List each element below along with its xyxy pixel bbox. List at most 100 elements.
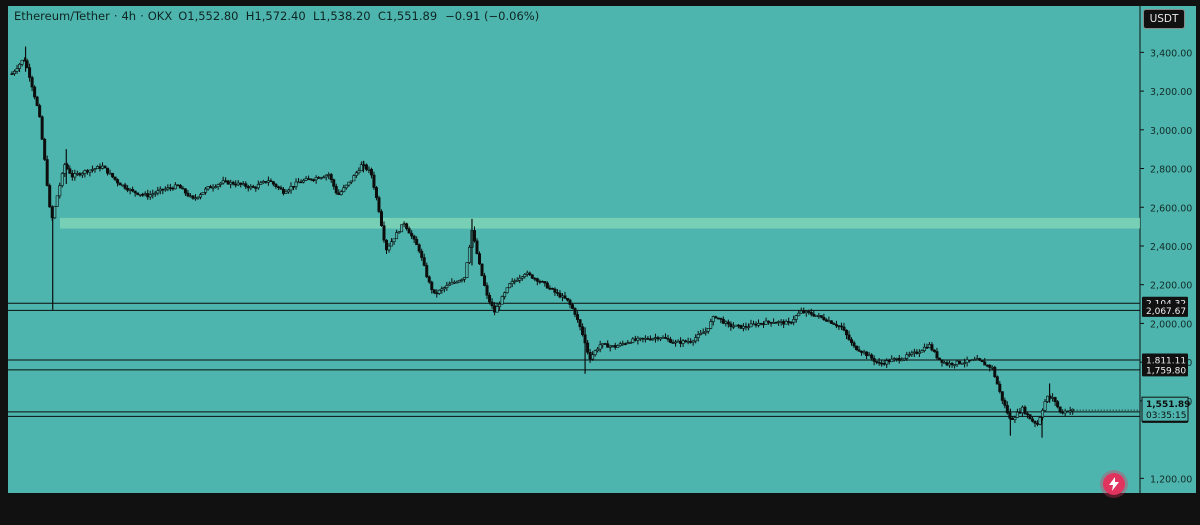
candle-down bbox=[729, 323, 733, 327]
candle-down bbox=[726, 321, 730, 325]
last-price-tag bbox=[1141, 396, 1189, 422]
candle-down bbox=[281, 188, 285, 194]
candle-down bbox=[877, 361, 881, 364]
candle-down bbox=[364, 164, 368, 170]
candle-down bbox=[45, 159, 49, 186]
candle-up bbox=[706, 328, 710, 332]
candle-down bbox=[767, 320, 771, 323]
candle-up bbox=[1071, 408, 1075, 411]
candle-down bbox=[141, 194, 145, 196]
candle-down bbox=[980, 360, 984, 363]
candle-up bbox=[965, 359, 969, 363]
candle-up bbox=[219, 182, 223, 185]
candle-up bbox=[294, 181, 298, 187]
candle-up bbox=[661, 337, 665, 339]
symbol-name[interactable]: Ethereum/Tether bbox=[14, 9, 110, 23]
candle-down bbox=[538, 280, 542, 283]
candle-down bbox=[837, 325, 841, 328]
candle-down bbox=[412, 235, 416, 240]
candle-down bbox=[116, 179, 120, 184]
candle-down bbox=[679, 340, 683, 344]
candle-down bbox=[493, 305, 497, 313]
candle-down bbox=[131, 189, 135, 192]
candle-up bbox=[73, 173, 77, 178]
candle-down bbox=[85, 170, 89, 173]
candle-up bbox=[779, 321, 783, 323]
candle-down bbox=[844, 329, 848, 336]
candle-up bbox=[792, 319, 796, 323]
candle-down bbox=[472, 230, 476, 242]
interval[interactable]: 4h bbox=[121, 9, 137, 23]
bottom-bar bbox=[0, 493, 1200, 525]
candle-down bbox=[545, 282, 549, 289]
candle-up bbox=[395, 232, 399, 240]
candle-up bbox=[402, 223, 406, 225]
candle-up bbox=[907, 354, 911, 356]
candle-up bbox=[827, 320, 831, 323]
candle-down bbox=[271, 181, 275, 185]
candle-up bbox=[60, 173, 64, 186]
candle-down bbox=[613, 345, 617, 348]
level-price-tag bbox=[1142, 303, 1188, 317]
candle-up bbox=[784, 321, 788, 325]
candle-down bbox=[1005, 405, 1009, 414]
candle-up bbox=[741, 326, 745, 329]
candle-up bbox=[772, 322, 776, 324]
candle-up bbox=[505, 287, 509, 294]
candle-up bbox=[20, 59, 24, 65]
candle-up bbox=[80, 173, 84, 176]
candle-up bbox=[674, 341, 678, 344]
candle-down bbox=[945, 362, 949, 366]
candle-down bbox=[1025, 413, 1029, 415]
candle-down bbox=[133, 190, 137, 194]
candle-down bbox=[553, 288, 557, 293]
candle-up bbox=[953, 364, 957, 366]
candle-down bbox=[422, 257, 426, 266]
last-price-label: 1,551.89 bbox=[1146, 400, 1190, 410]
candle-down bbox=[38, 105, 42, 118]
candle-down bbox=[183, 188, 187, 194]
candle-down bbox=[576, 314, 580, 320]
candle-down bbox=[279, 187, 283, 190]
candle-up bbox=[193, 197, 197, 200]
candle-down bbox=[113, 176, 117, 180]
lightning-icon[interactable] bbox=[1103, 473, 1125, 495]
candle-up bbox=[691, 340, 695, 343]
candle-down bbox=[842, 326, 846, 331]
candle-up bbox=[817, 315, 821, 317]
separator: · bbox=[113, 9, 118, 23]
candle-up bbox=[437, 289, 441, 294]
candle-down bbox=[787, 321, 791, 323]
candle-down bbox=[684, 340, 688, 342]
candle-up bbox=[1043, 401, 1047, 411]
candle-down bbox=[530, 274, 534, 279]
candle-down bbox=[70, 173, 74, 178]
candle-down bbox=[30, 77, 34, 88]
currency-button[interactable]: USDT bbox=[1143, 9, 1185, 29]
candle-up bbox=[724, 321, 728, 324]
candle-down bbox=[475, 240, 479, 255]
candle-down bbox=[865, 351, 869, 356]
candle-down bbox=[897, 358, 901, 361]
candle-down bbox=[1028, 414, 1032, 420]
candle-up bbox=[100, 165, 104, 169]
candle-down bbox=[935, 351, 939, 359]
candle-down bbox=[714, 316, 718, 319]
candle-up bbox=[513, 280, 517, 283]
candle-up bbox=[319, 177, 323, 179]
y-tick-label: 2,200.00 bbox=[1150, 281, 1192, 292]
candle-down bbox=[1066, 410, 1070, 413]
candle-up bbox=[960, 363, 964, 365]
candle-up bbox=[955, 360, 959, 365]
candle-down bbox=[855, 345, 859, 351]
candle-down bbox=[407, 228, 411, 234]
candle-down bbox=[558, 292, 562, 298]
candle-down bbox=[870, 354, 874, 359]
candle-down bbox=[35, 96, 39, 106]
symbol-header: Ethereum/Tether · 4h · OKX O1,552.80 H1,… bbox=[14, 9, 543, 25]
candle-down bbox=[483, 275, 487, 286]
y-tick-label: 3,200.00 bbox=[1150, 87, 1192, 98]
candle-up bbox=[13, 71, 17, 74]
candle-up bbox=[681, 340, 685, 344]
